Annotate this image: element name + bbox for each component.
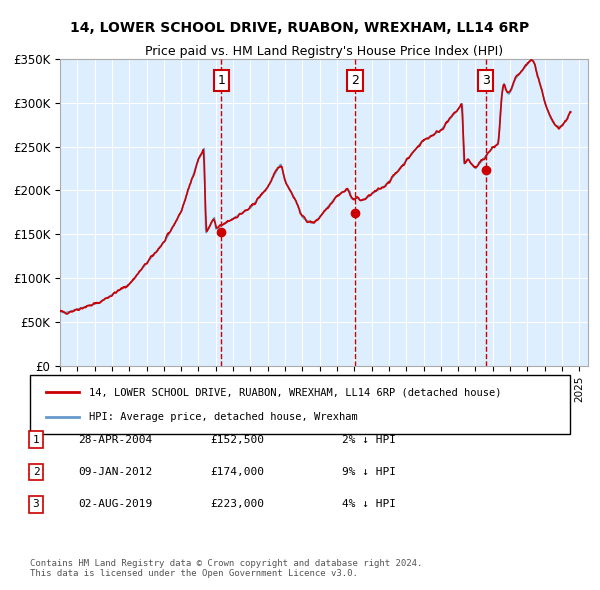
Text: 1: 1 [217,74,225,87]
FancyBboxPatch shape [30,375,570,434]
Text: 09-JAN-2012: 09-JAN-2012 [78,467,152,477]
Text: HPI: Average price, detached house, Wrexham: HPI: Average price, detached house, Wrex… [89,412,358,422]
Title: Price paid vs. HM Land Registry's House Price Index (HPI): Price paid vs. HM Land Registry's House … [145,45,503,58]
Text: 3: 3 [32,500,40,509]
Text: £223,000: £223,000 [210,500,264,509]
Text: 14, LOWER SCHOOL DRIVE, RUABON, WREXHAM, LL14 6RP: 14, LOWER SCHOOL DRIVE, RUABON, WREXHAM,… [70,21,530,35]
Text: 2: 2 [351,74,359,87]
Text: 02-AUG-2019: 02-AUG-2019 [78,500,152,509]
Text: 14, LOWER SCHOOL DRIVE, RUABON, WREXHAM, LL14 6RP (detached house): 14, LOWER SCHOOL DRIVE, RUABON, WREXHAM,… [89,388,502,397]
Text: £152,500: £152,500 [210,435,264,444]
Text: Contains HM Land Registry data © Crown copyright and database right 2024.
This d: Contains HM Land Registry data © Crown c… [30,559,422,578]
Text: 1: 1 [32,435,40,444]
Text: 2: 2 [32,467,40,477]
Text: £174,000: £174,000 [210,467,264,477]
Text: 9% ↓ HPI: 9% ↓ HPI [342,467,396,477]
Text: 28-APR-2004: 28-APR-2004 [78,435,152,444]
Text: 4% ↓ HPI: 4% ↓ HPI [342,500,396,509]
Text: 3: 3 [482,74,490,87]
Text: 2% ↓ HPI: 2% ↓ HPI [342,435,396,444]
